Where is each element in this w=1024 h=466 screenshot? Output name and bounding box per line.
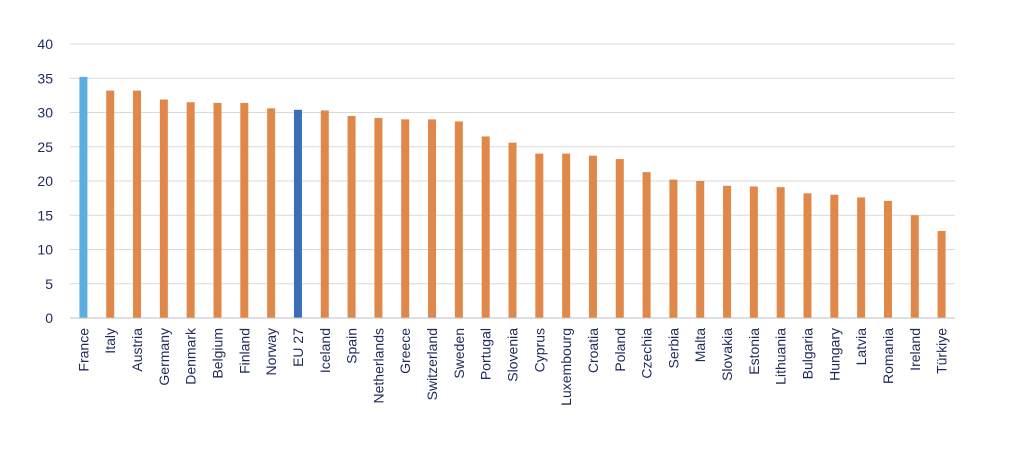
bar-spain: [347, 115, 356, 318]
x-tick-label: Austria: [129, 328, 145, 372]
x-tick-label: Cyprus: [531, 328, 547, 372]
bar-slovakia: [723, 185, 732, 318]
bar-bulgaria: [803, 193, 812, 318]
bar-luxembourg: [562, 153, 571, 318]
bar-belgium: [213, 102, 222, 318]
bar-netherlands: [374, 117, 383, 318]
bar-cyprus: [535, 153, 544, 318]
x-tick-label: France: [75, 328, 91, 372]
bar-ireland: [910, 215, 919, 318]
bar-austria: [133, 90, 142, 318]
y-tick-label: 5: [45, 276, 53, 292]
bar-norway: [267, 108, 276, 318]
y-axis-ticks: 0 5 10 15 20 25 30 35 40: [37, 36, 53, 326]
bar-romania: [883, 200, 892, 318]
bar-türkiye: [937, 231, 946, 318]
bar-croatia: [588, 155, 597, 318]
bar-greece: [401, 119, 410, 318]
x-tick-label: Portugal: [478, 328, 494, 380]
x-tick-label: Spain: [344, 328, 360, 364]
bar-czechia: [642, 172, 651, 318]
x-tick-label: Slovakia: [719, 328, 735, 381]
x-tick-label: Germany: [156, 328, 172, 386]
bar-lithuania: [776, 187, 785, 318]
y-tick-label: 0: [45, 310, 53, 326]
x-tick-label: Serbia: [665, 328, 681, 369]
bar-latvia: [857, 197, 866, 318]
bar-poland: [615, 159, 624, 318]
bar-finland: [240, 102, 249, 318]
y-tick-label: 10: [37, 242, 53, 258]
bar-serbia: [669, 179, 678, 318]
x-tick-label: Iceland: [317, 328, 333, 373]
bar-estonia: [749, 186, 758, 318]
bar-hungary: [830, 194, 839, 318]
x-tick-label: Croatia: [585, 328, 601, 373]
x-tick-label: Estonia: [746, 328, 762, 375]
x-tick-label: Norway: [263, 328, 279, 375]
x-tick-label: Czechia: [639, 328, 655, 379]
x-tick-label: Switzerland: [424, 328, 440, 400]
bar-eu-27: [293, 109, 302, 318]
bar-malta: [696, 181, 705, 318]
x-axis-labels: France Italy Austria Germany Denmark Belgium F…: [75, 327, 949, 406]
x-tick-label: Finland: [236, 328, 252, 374]
bar-sweden: [454, 121, 463, 318]
bar-italy: [106, 90, 115, 318]
bar-iceland: [320, 110, 329, 318]
x-tick-label: Luxembourg: [558, 328, 574, 406]
x-tick-label: Greece: [397, 328, 413, 374]
x-tick-label: Ireland: [907, 328, 923, 371]
x-tick-label: Hungary: [826, 328, 842, 381]
x-tick-label: Italy: [102, 328, 118, 354]
x-tick-label: EU 27: [290, 328, 306, 367]
bars: [79, 76, 946, 318]
bar-slovenia: [508, 142, 517, 318]
x-tick-label: Latvia: [853, 328, 869, 366]
x-tick-label: Malta: [692, 328, 708, 362]
bar-denmark: [186, 102, 195, 318]
y-tick-label: 30: [37, 105, 53, 121]
bar-france: [79, 76, 88, 318]
bar-germany: [159, 99, 168, 318]
x-tick-label: Romania: [880, 328, 896, 384]
bar-switzerland: [428, 119, 437, 318]
x-tick-label: Türkiye: [934, 328, 950, 374]
y-tick-label: 20: [37, 173, 53, 189]
x-tick-label: Slovenia: [505, 328, 521, 382]
x-tick-label: Poland: [612, 328, 628, 372]
bar-portugal: [481, 136, 490, 318]
y-tick-label: 35: [37, 70, 53, 86]
x-tick-label: Belgium: [210, 328, 226, 379]
x-tick-label: Netherlands: [370, 328, 386, 404]
y-tick-label: 15: [37, 207, 53, 223]
y-tick-label: 25: [37, 139, 53, 155]
x-tick-label: Denmark: [183, 327, 199, 385]
x-tick-label: Sweden: [451, 328, 467, 379]
y-tick-label: 40: [37, 36, 53, 52]
x-tick-label: Bulgaria: [800, 328, 816, 380]
x-tick-label: Lithuania: [773, 328, 789, 385]
